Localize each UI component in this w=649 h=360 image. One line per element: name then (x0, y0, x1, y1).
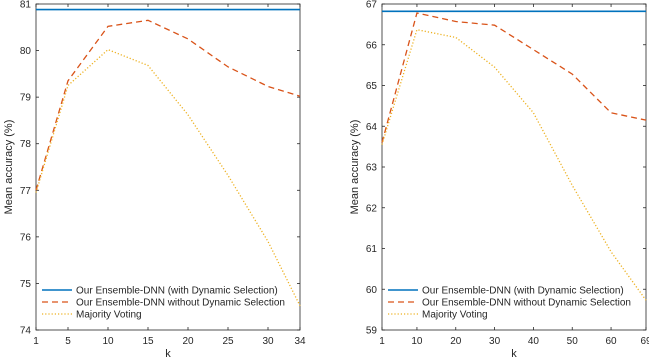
x-tick-label: 69 (640, 336, 649, 347)
y-tick-label: 67 (366, 0, 378, 11)
y-tick-label: 62 (366, 203, 378, 214)
legend: Our Ensemble-DNN (with Dynamic Selection… (388, 286, 631, 321)
series-line-2 (35, 19, 301, 191)
x-tick-label: 20 (450, 336, 462, 347)
y-tick-label: 78 (20, 139, 32, 150)
y-tick-label: 64 (366, 122, 378, 133)
series-line-3 (35, 48, 301, 307)
y-tick-label: 66 (366, 40, 378, 51)
x-tick-label: 20 (182, 336, 194, 347)
y-tick-label: 63 (366, 163, 378, 174)
legend-label: Majority Voting (76, 310, 142, 321)
y-tick-label: 76 (20, 232, 32, 243)
x-tick-label: 1 (33, 336, 39, 347)
y-tick-label: 80 (20, 46, 32, 57)
y-tick-label: 81 (20, 0, 32, 11)
legend: Our Ensemble-DNN (with Dynamic Selection… (42, 286, 285, 321)
plot-area (381, 3, 647, 331)
y-axis-label: Mean accuracy (%) (349, 120, 361, 215)
y-tick-label: 60 (366, 285, 378, 296)
x-tick-label: 15 (142, 336, 154, 347)
y-tick-label: 75 (20, 279, 32, 290)
x-tick-label: 30 (489, 336, 501, 347)
y-tick-label: 65 (366, 81, 378, 92)
x-tick-label: 1 (379, 336, 385, 347)
y-tick-label: 79 (20, 93, 32, 104)
x-tick-label: 10 (411, 336, 423, 347)
y-tick-label: 59 (366, 326, 378, 337)
x-tick-label: 34 (294, 336, 306, 347)
x-tick-label: 50 (567, 336, 579, 347)
x-tick-label: 40 (528, 336, 540, 347)
x-tick-label: 30 (262, 336, 274, 347)
legend-label: Our Ensemble-DNN without Dynamic Selecti… (422, 298, 631, 309)
y-tick-label: 61 (366, 244, 378, 255)
x-tick-label: 60 (605, 336, 617, 347)
x-axis-label: k (511, 348, 517, 360)
series-line-2 (381, 12, 647, 143)
x-tick-label: 25 (222, 336, 234, 347)
legend-label: Our Ensemble-DNN (with Dynamic Selection… (422, 286, 624, 297)
x-tick-label: 5 (65, 336, 71, 347)
legend-label: Majority Voting (422, 310, 488, 321)
y-tick-label: 74 (20, 326, 32, 337)
y-tick-label: 77 (20, 186, 32, 197)
chart-panel-2: 1 10 20 30 40 50 60 69 59 60 61 62 63 64 65 66 67 k Mean a… (349, 0, 649, 360)
legend-label: Our Ensemble-DNN (with Dynamic Selection… (76, 286, 278, 297)
plot-area (35, 3, 301, 331)
x-tick-label: 10 (102, 336, 114, 347)
x-axis-label: k (165, 348, 171, 360)
y-axis-label: Mean accuracy (%) (3, 120, 15, 215)
legend-label: Our Ensemble-DNN without Dynamic Selecti… (76, 298, 285, 309)
